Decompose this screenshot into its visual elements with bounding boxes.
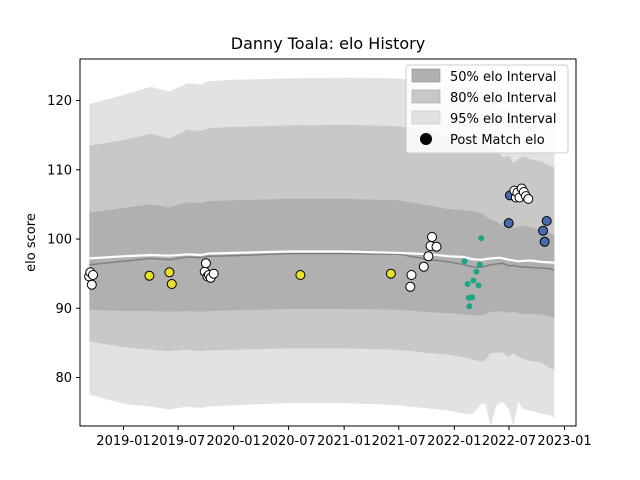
data-point <box>466 303 473 310</box>
x-tick-label: 2023-01 <box>537 434 591 449</box>
y-tick-label: 110 <box>47 163 72 178</box>
data-point <box>86 279 97 290</box>
data-point <box>164 267 175 278</box>
legend-label-95: 95% elo Interval <box>450 112 557 127</box>
data-point <box>503 218 514 229</box>
x-tick-label: 2020-07 <box>261 434 315 449</box>
legend-label-post-match: Post Match elo <box>450 133 545 148</box>
x-tick-label: 2021-01 <box>317 434 371 449</box>
data-point <box>295 270 306 280</box>
x-tick-label: 2019-07 <box>151 434 205 449</box>
data-point <box>475 282 482 289</box>
data-point <box>88 270 98 280</box>
y-tick-label: 80 <box>55 371 72 386</box>
data-point <box>427 232 437 242</box>
band-50 <box>89 198 555 318</box>
legend-swatch-50 <box>411 68 441 83</box>
legend-label-80: 80% elo Interval <box>450 91 557 106</box>
y-tick-label: 120 <box>47 94 72 109</box>
data-point <box>539 236 550 247</box>
data-point <box>423 251 434 262</box>
data-point <box>473 268 480 275</box>
legend-swatch-80 <box>411 89 441 104</box>
data-point <box>538 225 549 236</box>
post-match-points <box>84 183 552 310</box>
data-point <box>166 279 177 289</box>
plot-area <box>84 77 555 427</box>
chart-title: Danny Toala: elo History <box>231 34 425 53</box>
legend: 50% elo Interval 80% elo Interval 95% el… <box>405 64 569 154</box>
data-point <box>461 258 468 265</box>
data-point <box>418 261 429 272</box>
mean-elo-line <box>89 252 555 271</box>
legend-label-50: 50% elo Interval <box>450 70 557 85</box>
x-tick-label: 2022-07 <box>482 434 536 449</box>
legend-marker-post-match <box>420 133 432 145</box>
data-point <box>541 216 552 226</box>
axes-frame <box>79 58 577 427</box>
y-axis: 80 90 100 110 120 <box>47 94 80 386</box>
data-point <box>470 277 477 284</box>
data-point <box>385 268 396 279</box>
x-tick-label: 2022-01 <box>427 434 481 449</box>
data-point <box>469 294 476 301</box>
data-point <box>144 270 155 281</box>
data-point <box>523 193 534 204</box>
legend-box <box>405 64 569 154</box>
data-point <box>464 281 471 287</box>
data-point <box>208 268 219 279</box>
data-point <box>200 258 211 269</box>
y-tick-label: 100 <box>47 233 72 248</box>
data-point <box>478 235 485 242</box>
x-tick-label: 2019-01 <box>96 434 150 449</box>
data-point <box>431 241 442 252</box>
data-point <box>476 261 483 268</box>
x-tick-label: 2021-07 <box>372 434 426 449</box>
x-axis: 2019-01 2019-07 2020-01 2020-07 2021-01 2021-… <box>96 426 592 449</box>
y-tick-label: 90 <box>55 302 72 317</box>
y-axis-label: elo score <box>24 213 39 272</box>
data-point <box>405 281 416 292</box>
legend-swatch-95 <box>411 110 441 125</box>
x-tick-label: 2020-01 <box>206 434 260 449</box>
data-point <box>406 270 417 280</box>
